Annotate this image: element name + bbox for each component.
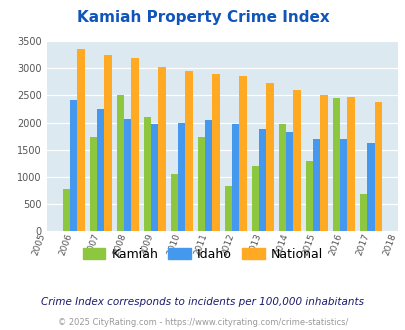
Bar (239, 77, 246, 231)
Bar (347, 97, 354, 231)
Legend: Kamiah, Idaho, National: Kamiah, Idaho, National (78, 243, 327, 266)
Bar (205, 120, 212, 231)
Bar (266, 83, 273, 231)
Bar (97, 109, 104, 231)
Bar (63, 189, 70, 231)
Bar (70, 100, 77, 231)
Bar (293, 90, 300, 231)
Bar (339, 139, 347, 231)
Bar (158, 67, 165, 231)
Bar (278, 124, 286, 231)
Bar (258, 129, 266, 231)
Bar (131, 57, 139, 231)
Bar (117, 95, 124, 231)
Bar (178, 122, 185, 231)
Bar (251, 166, 258, 231)
Bar (90, 138, 97, 231)
Bar (286, 132, 293, 231)
Bar (366, 143, 373, 231)
Bar (77, 50, 84, 231)
Bar (212, 74, 219, 231)
Text: © 2025 CityRating.com - https://www.cityrating.com/crime-statistics/: © 2025 CityRating.com - https://www.city… (58, 318, 347, 327)
Bar (104, 55, 111, 231)
Bar (171, 174, 178, 231)
Bar (224, 186, 232, 231)
Text: Crime Index corresponds to incidents per 100,000 inhabitants: Crime Index corresponds to incidents per… (41, 297, 364, 307)
Bar (143, 117, 151, 231)
Bar (305, 160, 312, 231)
Bar (332, 98, 339, 231)
Bar (373, 102, 381, 231)
Bar (232, 124, 239, 231)
Bar (197, 138, 205, 231)
Bar (151, 124, 158, 231)
Bar (185, 71, 192, 231)
Text: Kamiah Property Crime Index: Kamiah Property Crime Index (77, 10, 328, 25)
Bar (320, 95, 327, 231)
Bar (312, 139, 320, 231)
Bar (359, 194, 366, 231)
Bar (124, 118, 131, 231)
